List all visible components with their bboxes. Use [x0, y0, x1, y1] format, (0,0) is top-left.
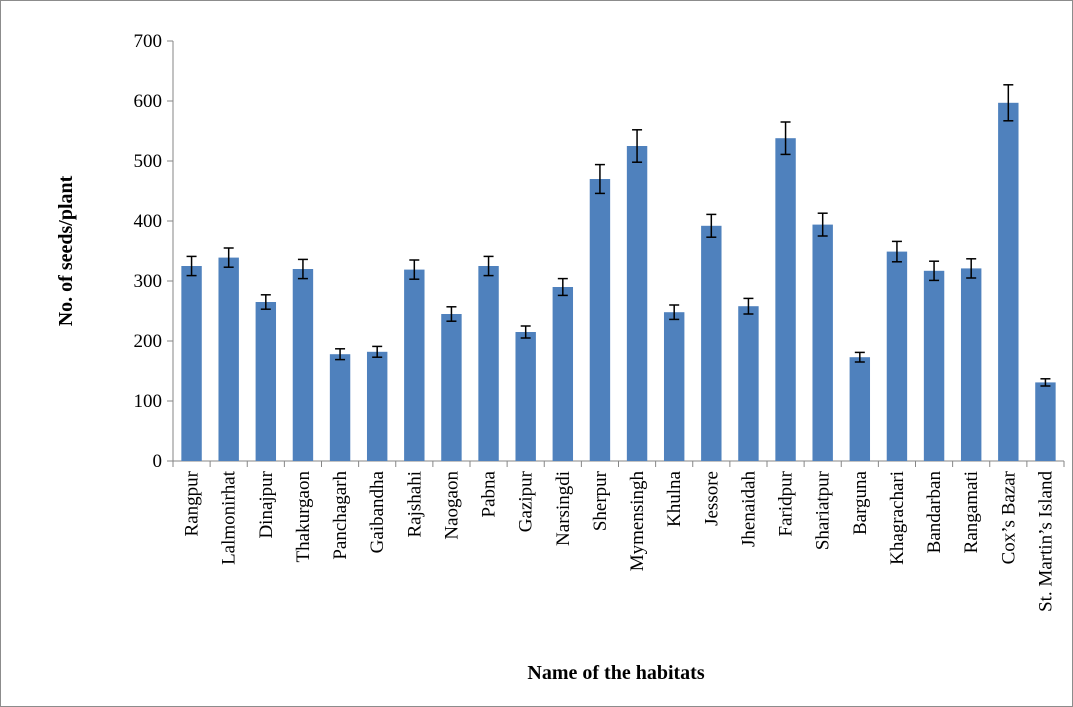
error-bar — [483, 255, 494, 277]
error-bar — [557, 277, 568, 297]
error-bar — [186, 255, 197, 277]
bar — [738, 306, 759, 461]
error-bar — [223, 247, 234, 268]
error-bar — [260, 294, 271, 310]
x-tick-label: Khagrachari — [887, 471, 908, 565]
error-bar — [372, 345, 383, 358]
x-tick-label: Bandarban — [924, 471, 945, 554]
y-tick-label: 600 — [134, 91, 163, 112]
error-bar — [409, 259, 420, 280]
bar — [366, 351, 388, 461]
error-bar — [446, 306, 457, 322]
error-bar — [780, 121, 791, 156]
error-bar — [632, 129, 643, 163]
bar — [775, 138, 796, 461]
bar — [552, 287, 574, 461]
y-tick-label: 200 — [134, 331, 163, 352]
error-bar — [335, 348, 346, 361]
x-tick-label: Mymensingh — [627, 471, 648, 572]
bar — [515, 332, 536, 461]
y-tick-label: 700 — [134, 31, 163, 52]
bar — [886, 251, 908, 461]
bar — [218, 257, 239, 461]
x-tick-label: Pabna — [479, 470, 500, 517]
bar — [663, 312, 685, 461]
x-tick-label: Faridpur — [776, 470, 797, 536]
y-axis-title: No. of seeds/plant — [55, 175, 77, 326]
y-tick-label: 100 — [134, 391, 163, 412]
bar — [181, 266, 202, 461]
bar — [441, 314, 462, 461]
x-tick-label: Panchagarh — [330, 471, 351, 560]
y-tick-label: 500 — [134, 151, 163, 172]
error-bar — [743, 297, 754, 315]
bar — [626, 146, 648, 461]
x-tick-label: Rajshahi — [404, 471, 425, 538]
x-tick-label: Khulna — [664, 470, 685, 527]
error-bar — [297, 258, 308, 280]
error-bar — [520, 325, 531, 339]
bars — [181, 102, 1056, 462]
x-tick-label: Barguna — [850, 470, 871, 535]
error-bar — [854, 351, 865, 363]
bar — [329, 354, 351, 461]
bar — [998, 102, 1019, 462]
x-tick-labels: Rangpur Lalmonirhat Dinajpur Thakurgaon Panc… — [182, 470, 1057, 612]
bar — [478, 266, 499, 461]
y-axis: 0 100 200 300 400 500 600 700 — [134, 31, 174, 472]
bar — [812, 224, 833, 461]
x-tick-label: Lalmonirhat — [219, 470, 240, 565]
error-bar — [706, 213, 717, 238]
bar — [849, 357, 871, 461]
x-tick-label: Gaibandha — [367, 470, 388, 553]
x-tick-label: Naogaon — [441, 471, 462, 540]
error-bar — [929, 260, 940, 282]
y-tick-label: 0 — [153, 451, 163, 472]
error-bar — [1040, 378, 1051, 387]
x-tick-label: Rangpur — [182, 470, 203, 536]
bar — [255, 302, 277, 461]
x-tick-label: Thakurgaon — [293, 471, 314, 563]
x-axis-title: Name of the habitats — [527, 662, 704, 684]
bar — [292, 269, 314, 461]
x-axis — [172, 460, 1065, 467]
bar — [923, 270, 945, 461]
bar — [1035, 382, 1056, 461]
x-tick-label: Gazipur — [516, 470, 537, 532]
bar — [404, 269, 425, 461]
x-tick-label: Jessore — [701, 471, 722, 526]
x-tick-label: Dinajpur — [256, 470, 277, 538]
x-tick-label: Narsingdi — [553, 471, 574, 546]
x-tick-label: Shariatpur — [813, 470, 834, 550]
bar — [701, 225, 722, 461]
y-tick-label: 400 — [134, 211, 163, 232]
error-bar — [594, 163, 605, 195]
y-tick-label: 300 — [134, 271, 163, 292]
x-tick-label: Jhenaidah — [738, 471, 759, 547]
x-tick-label: St. Martin’s Island — [1035, 471, 1056, 612]
bar — [960, 268, 982, 461]
x-tick-label: Sherpur — [590, 470, 611, 531]
error-bars — [186, 84, 1051, 387]
bar — [589, 179, 611, 461]
error-bar — [669, 304, 680, 321]
error-bar — [817, 212, 828, 237]
error-bar — [1003, 84, 1014, 122]
error-bar — [966, 258, 977, 279]
x-tick-label: Rangamati — [961, 471, 982, 553]
x-tick-label: Cox’s Bazar — [998, 470, 1019, 564]
error-bar — [891, 240, 902, 263]
